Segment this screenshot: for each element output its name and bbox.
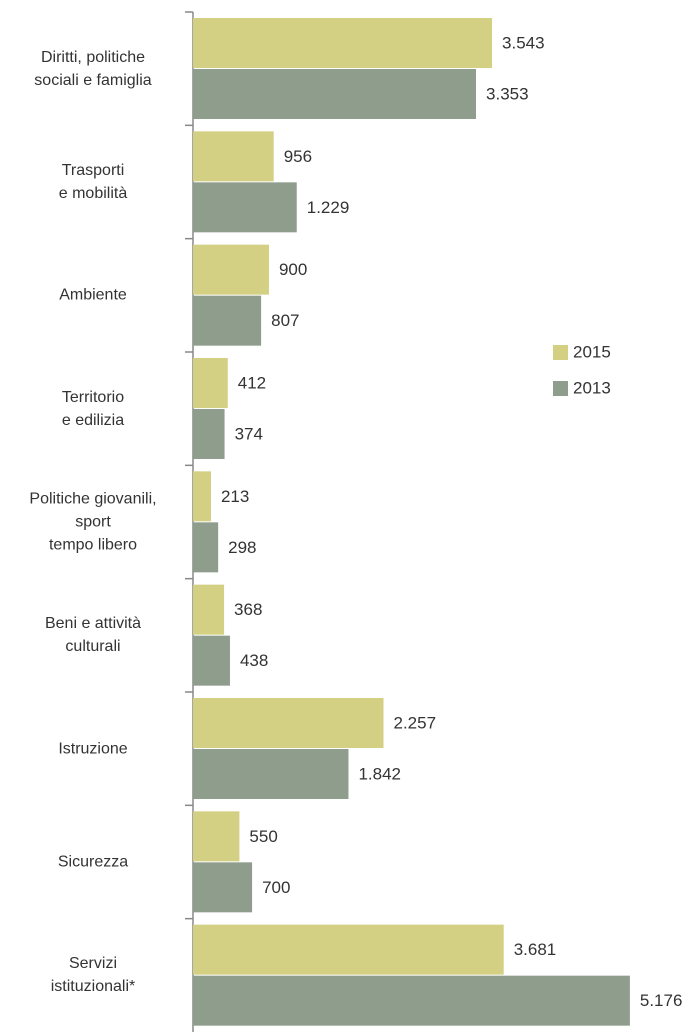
y-tick-label: Sicurezza [57, 853, 129, 871]
bar [193, 244, 269, 295]
y-tick-label: Territorio e edilizia [61, 388, 125, 429]
data-label: 956 [284, 147, 312, 166]
bar [193, 749, 349, 799]
data-label: 1.842 [358, 764, 401, 783]
data-label: 900 [279, 260, 307, 279]
bar [193, 924, 504, 975]
bar [193, 522, 219, 573]
data-label: 2.257 [394, 713, 437, 732]
data-label: 550 [249, 827, 277, 846]
data-label: 700 [262, 878, 290, 897]
data-label: 807 [271, 311, 299, 330]
y-tick-label: Diritti, politiche sociali e famiglia [34, 48, 152, 89]
bar [193, 862, 253, 913]
data-label: 368 [234, 600, 262, 619]
bar [193, 358, 228, 408]
bar [193, 295, 262, 346]
legend-label: 2013 [573, 378, 611, 397]
bar [193, 182, 297, 233]
data-label: 3.543 [502, 33, 545, 52]
y-tick-label: Servizi istituzionali* [50, 955, 136, 996]
y-tick-label: Beni e attività culturali [44, 615, 142, 656]
data-label: 3.681 [514, 940, 557, 959]
data-label: 213 [221, 487, 249, 506]
bar [193, 18, 493, 68]
data-label: 3.353 [486, 84, 529, 103]
bar [193, 811, 240, 862]
y-tick-label: Trasporti e mobilità [58, 162, 128, 202]
bar [193, 69, 477, 119]
y-tick-label: Politiche giovanili, sport tempo libero [29, 490, 157, 554]
y-tick-label: Ambiente [59, 286, 127, 304]
bar [193, 975, 630, 1026]
legend-label: 2015 [573, 342, 611, 361]
data-label: 5.176 [640, 991, 683, 1010]
data-label: 412 [238, 373, 266, 392]
bar [193, 635, 230, 686]
data-label: 1.229 [307, 198, 350, 217]
bar [193, 131, 274, 182]
data-label: 298 [228, 538, 256, 557]
data-label: 438 [240, 651, 268, 670]
bar [193, 471, 211, 522]
bar [193, 698, 384, 748]
bar [193, 584, 225, 635]
data-label: 374 [235, 424, 263, 443]
legend-swatch [553, 381, 568, 396]
bar [193, 409, 225, 459]
legend-swatch [553, 345, 568, 360]
y-tick-label: Istruzione [58, 740, 128, 758]
